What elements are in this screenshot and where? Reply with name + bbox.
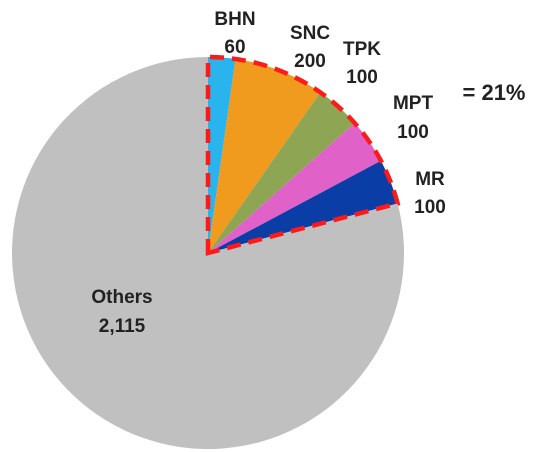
- slice-label: SNC: [290, 23, 330, 44]
- value-label: 100: [414, 197, 446, 218]
- pie-slice: [208, 58, 321, 253]
- pie-slice: [208, 57, 236, 253]
- value-label: 100: [397, 122, 429, 143]
- value-label: 200: [294, 51, 326, 72]
- pie-slice: [208, 92, 355, 254]
- slice-label: TPK: [343, 39, 381, 60]
- slice-label: BHN: [214, 9, 255, 30]
- highlight-outline: [205, 54, 401, 256]
- pie-slice: [208, 122, 381, 253]
- value-label: 100: [346, 67, 378, 88]
- pie-slice: [208, 160, 398, 253]
- slice-label: MR: [415, 169, 445, 190]
- annotation: = 21%: [463, 80, 526, 105]
- slice-label: Others: [91, 287, 152, 308]
- value-label: 2,115: [99, 316, 146, 337]
- slice-label: MPT: [393, 93, 434, 114]
- value-label: 60: [224, 37, 245, 58]
